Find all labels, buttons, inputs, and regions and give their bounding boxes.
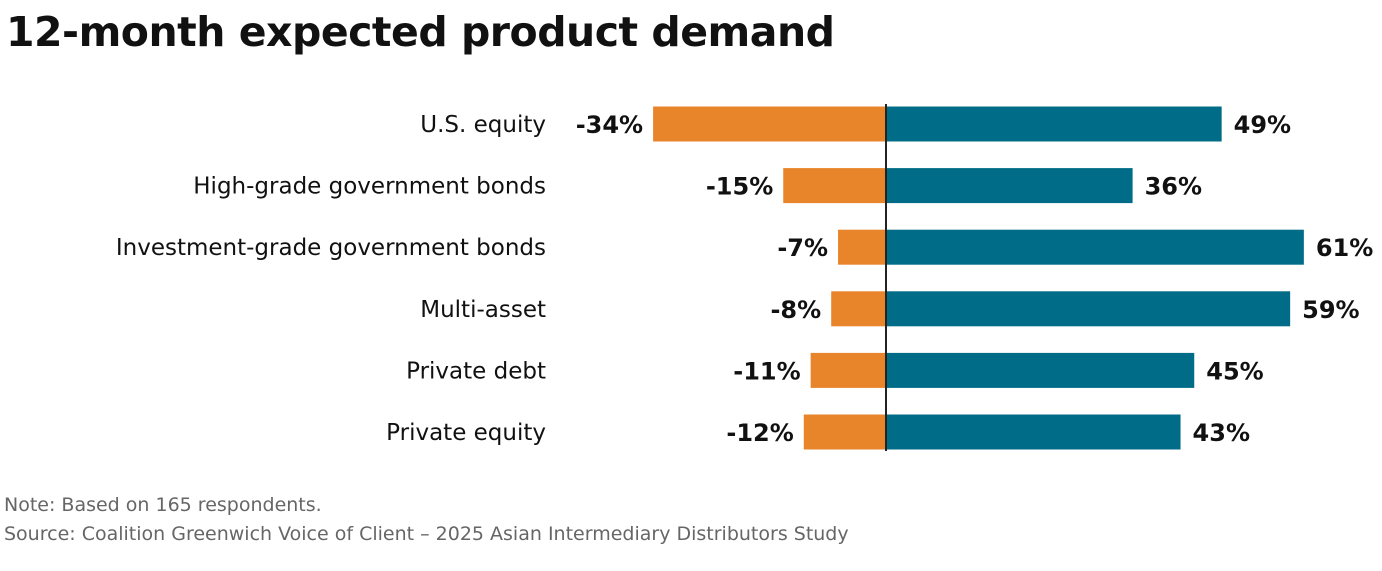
positive-bar [886, 229, 1304, 265]
positive-bar [886, 291, 1291, 327]
negative-bar [810, 352, 886, 388]
positive-value-label: 45% [1206, 357, 1263, 385]
positive-bar [886, 414, 1181, 450]
negative-bar [803, 414, 886, 450]
positive-value-label: 36% [1145, 173, 1202, 201]
category-label: High-grade government bonds [193, 174, 546, 200]
chart-title: 12-month expected product demand [6, 8, 835, 56]
source-text: Source: Coalition Greenwich Voice of Cli… [4, 523, 849, 545]
negative-value-label: -7% [777, 234, 828, 262]
category-label: Private debt [406, 358, 546, 384]
positive-value-label: 61% [1316, 234, 1373, 262]
negative-value-label: -12% [726, 419, 793, 447]
negative-value-label: -15% [706, 173, 773, 201]
positive-value-label: 49% [1234, 111, 1291, 139]
negative-bar [783, 168, 886, 204]
negative-bar [653, 106, 886, 142]
negative-value-label: -34% [576, 111, 643, 139]
category-label: Multi-asset [420, 297, 546, 323]
category-label: Private equity [386, 420, 546, 446]
category-label: U.S. equity [420, 112, 546, 138]
negative-value-label: -8% [770, 296, 821, 324]
negative-bar [831, 291, 886, 327]
positive-value-label: 59% [1302, 296, 1359, 324]
positive-bar [886, 168, 1133, 204]
negative-bar [838, 229, 886, 265]
positive-bar [886, 352, 1195, 388]
note-text: Note: Based on 165 respondents. [4, 494, 322, 516]
positive-bar [886, 106, 1222, 142]
positive-value-label: 43% [1193, 419, 1250, 447]
negative-value-label: -11% [733, 357, 800, 385]
category-label: Investment-grade government bonds [116, 235, 546, 261]
